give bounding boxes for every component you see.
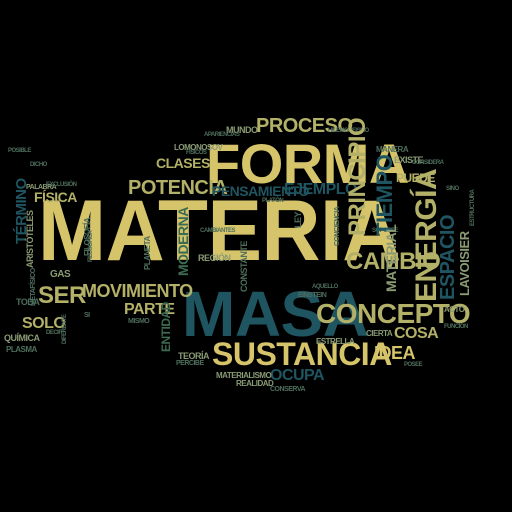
word-funcion: FUNCIÓN [444,324,468,330]
word-idea: IDEA [374,343,416,363]
word-einstein: EINSTEIN [298,292,327,299]
word-mismo: MISMO [128,318,150,325]
word-conciencia: CONCIENCIA [334,206,341,246]
word-acto: ACTO [444,305,465,314]
word-movimiento: MOVIMIENTO [82,281,193,301]
word-metafisico: METAFÍSICO [30,268,37,306]
word-estrella: ESTRELLA [316,337,355,346]
word-mundo: MUNDO [226,125,258,135]
word-sino: SINO [446,186,459,192]
word-forma: FORMA [206,132,409,195]
word-planeta: PLANETA [143,236,152,270]
word-gas: GAS [50,269,71,280]
word-fisicos: FÍSICOS [186,150,207,156]
word-aquello: AQUELLO [312,284,338,290]
word-potencia: POTENCIA [128,177,228,199]
word-region: REGIÓN [198,253,231,263]
word-espacio: ESPACIO [437,214,459,300]
word-lomonosov: LOMONOSOV [174,143,223,152]
word-entidad: ENTIDAD [159,302,173,352]
word-proceso: PROCESO [256,115,353,137]
word-materia: MATERIA [38,183,401,279]
word-sustancia: SUSTANCIA [212,336,392,372]
word-manera: MANERA [376,145,409,154]
word-quimica: QUÍMICA [4,333,40,343]
word-decir: DECIR [46,330,63,336]
word-concepto: CONCEPTO [316,298,471,329]
word-soporte: SOPORTE [372,228,398,234]
word-ley: LEY [293,211,303,228]
word-estructura: ESTRUCTURA [470,189,476,226]
word-material: MATERIAL [383,224,399,292]
word-toda: TODA [16,297,40,307]
word-ejemplo: EJEMPLO [284,181,357,198]
word-platon: PLATÓN [262,198,284,204]
word-aristoteles: ARISTÓTELES [25,210,35,268]
word-constante: CONSTANTE [239,241,249,292]
word-existe: EXISTE [394,155,424,165]
word-cierta: CIERTA [366,329,393,338]
word-parte: PARTE [124,301,175,318]
word-puede: PUEDE [396,171,435,185]
word-lavoisier: LAVOISIER [457,231,472,296]
word-materialismo: MATERIALISMO [216,371,272,380]
word-posible: POSIBLE [8,148,31,154]
word-realidad: REALIDAD [236,379,274,388]
word-ocupa: OCUPA [270,367,325,384]
word-posee: POSEE [404,362,423,368]
word-moderna: MODERNA [175,207,191,276]
word-clases: CLASES [156,155,210,171]
word-cambio: CAMBIO [346,248,441,275]
word-filosofica: FILOSÓFICA [88,230,94,262]
word-masa: MASA [182,278,369,350]
word-fisica: FÍSICA [34,189,77,205]
word-diferente: DIFERENTE [62,314,68,344]
word-percibe: PERCIBE [176,360,204,367]
word-cambiantes: CAMBIANTES [200,228,236,234]
word-hilemorfismo: HILEMORFISMO [328,128,369,134]
word-plasma: PLASMA [6,345,37,354]
word-pensamiento: PENSAMIENTO [212,183,309,199]
word-apariencias: APARIENCIAS [204,132,240,138]
word-palabra: PALABRA [26,184,57,191]
word-considera: CONSIDERA [412,160,444,166]
word-principio: PRINCIPIO [344,117,371,236]
word-teoria: TEORÍA [178,351,210,361]
word-ser: SER [38,282,86,309]
word-exclusion: EXCLUSIÓN [46,182,77,188]
word-cosa: COSA [394,325,439,342]
word-si: SI [84,312,90,319]
word-conserva: CONSERVA [270,386,306,393]
word-solo: SOLO [22,315,66,332]
word-dicho: DICHO [30,162,47,168]
